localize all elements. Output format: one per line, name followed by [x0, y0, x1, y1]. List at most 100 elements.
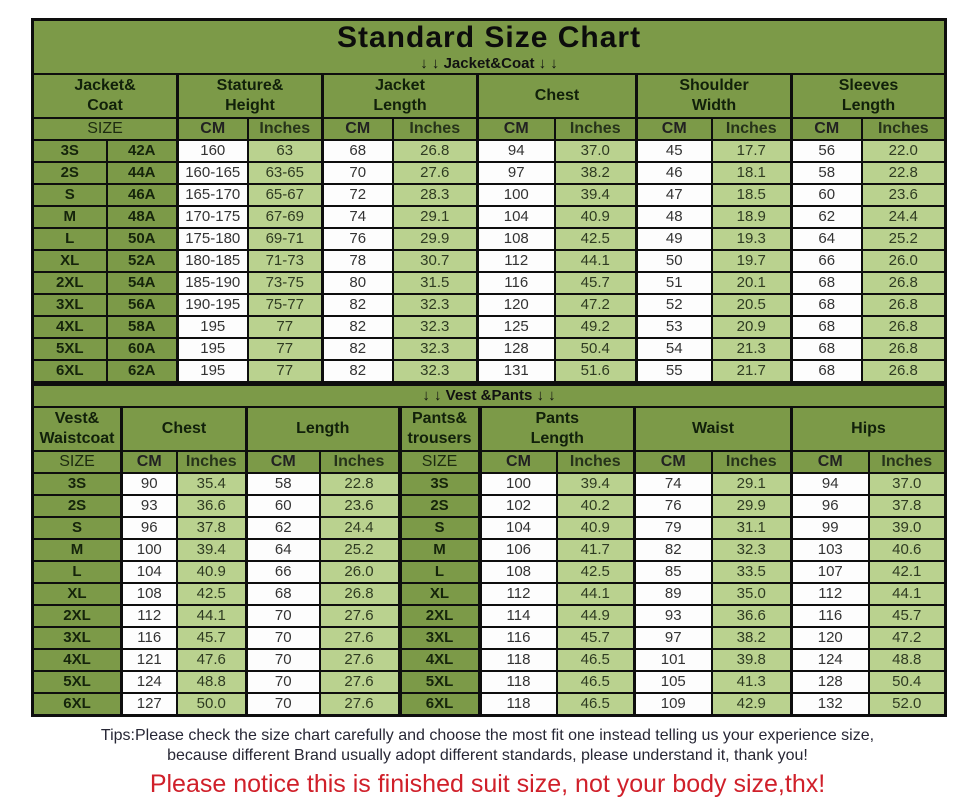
chest-inches-cell: 44.1	[175, 604, 248, 628]
vest-size-cell: L	[31, 560, 123, 584]
vest-size-cell: 4XL	[31, 648, 123, 672]
sleeves-inches-cell: 22.0	[860, 139, 947, 163]
chest-cm-cell: 124	[120, 670, 178, 694]
size-header: SIZE	[31, 117, 179, 141]
shoulder-inches-cell: 18.5	[710, 183, 793, 207]
jacket-length-inches-cell: 32.3	[391, 293, 479, 317]
chest-inches-cell: 47.6	[175, 648, 248, 672]
table-row: L 50A 175-180 69-71 76 29.9 108 42.5 49 …	[31, 227, 947, 251]
waist-inches-cell: 36.6	[710, 604, 793, 628]
size-cell: 2XL	[31, 271, 108, 295]
title-band: Standard Size Chart ↓ ↓ Jacket&Coat ↓ ↓	[31, 18, 947, 75]
pants-size-cell: S	[397, 516, 482, 540]
size-code-cell: 60A	[105, 337, 179, 361]
length-inches-cell: 27.6	[318, 670, 401, 694]
size-header: SIZE	[397, 450, 482, 474]
hips-inches-cell: 52.0	[867, 692, 947, 717]
pants-length-inches-cell: 42.5	[555, 560, 636, 584]
chest-inches-cell: 50.0	[175, 692, 248, 717]
sleeves-cm-cell: 60	[790, 183, 863, 207]
chest-cm-cell: 121	[120, 648, 178, 672]
col-group-length: Length	[245, 406, 401, 452]
stature-cm-cell: 190-195	[176, 293, 249, 317]
chest-cm-cell: 108	[120, 582, 178, 606]
pants-length-cm-cell: 108	[478, 560, 558, 584]
pants-length-inches-cell: 40.2	[555, 494, 636, 518]
pants-length-inches-cell: 44.9	[555, 604, 636, 628]
stature-inches-cell: 77	[246, 359, 324, 384]
size-cell: 6XL	[31, 359, 108, 384]
size-cell: S	[31, 183, 108, 207]
hips-inches-cell: 42.1	[867, 560, 947, 584]
pants-size-cell: 3XL	[397, 626, 482, 650]
waist-inches-cell: 42.9	[710, 692, 793, 717]
shoulder-cm-cell: 47	[635, 183, 713, 207]
tips-line-2: because different Brand usually adopt di…	[167, 747, 808, 764]
length-cm-cell: 70	[245, 604, 321, 628]
pants-length-cm-cell: 100	[478, 472, 558, 496]
sleeves-cm-cell: 58	[790, 161, 863, 185]
stature-inches-cell: 65-67	[246, 183, 324, 207]
pants-length-inches-cell: 44.1	[555, 582, 636, 606]
shoulder-cm-cell: 50	[635, 249, 713, 273]
table-row: 2XL 54A 185-190 73-75 80 31.5 116 45.7 5…	[31, 271, 947, 295]
pants-length-cm-cell: 116	[478, 626, 558, 650]
waist-inches-cell: 39.8	[710, 648, 793, 672]
inches-header: Inches	[710, 117, 793, 141]
chest-cm-cell: 112	[476, 249, 556, 273]
waist-inches-cell: 29.1	[710, 472, 793, 496]
stature-cm-cell: 165-170	[176, 183, 249, 207]
waist-cm-cell: 76	[633, 494, 713, 518]
table-row: M 48A 170-175 67-69 74 29.1 104 40.9 48 …	[31, 205, 947, 229]
chest-inches-cell: 36.6	[175, 494, 248, 518]
pants-length-inches-cell: 46.5	[555, 648, 636, 672]
length-inches-cell: 27.6	[318, 692, 401, 717]
jacket-table-body: 3S 42A 160 63 68 26.8 94 37.0 45 17.7 56…	[31, 139, 947, 384]
chest-cm-cell: 104	[120, 560, 178, 584]
sleeves-inches-cell: 22.8	[860, 161, 947, 185]
vest-size-cell: 6XL	[31, 692, 123, 717]
jacket-length-cm-cell: 80	[321, 271, 394, 295]
pants-length-cm-cell: 114	[478, 604, 558, 628]
chest-inches-cell: 39.4	[553, 183, 638, 207]
vest-size-cell: S	[31, 516, 123, 540]
inches-header: Inches	[391, 117, 479, 141]
jacket-coat-table: Standard Size Chart ↓ ↓ Jacket&Coat ↓ ↓ …	[31, 18, 948, 384]
chest-cm-cell: 108	[476, 227, 556, 251]
hips-inches-cell: 40.6	[867, 538, 947, 562]
inches-header: Inches	[553, 117, 638, 141]
length-cm-cell: 70	[245, 626, 321, 650]
jacket-length-cm-cell: 82	[321, 293, 394, 317]
inches-header: Inches	[710, 450, 793, 474]
hips-cm-cell: 116	[790, 604, 870, 628]
stature-cm-cell: 195	[176, 337, 249, 361]
inches-header: Inches	[246, 117, 324, 141]
sleeves-inches-cell: 24.4	[860, 205, 947, 229]
chest-cm-cell: 97	[476, 161, 556, 185]
size-cell: XL	[31, 249, 108, 273]
pants-length-cm-cell: 102	[478, 494, 558, 518]
cm-header: CM	[176, 117, 249, 141]
vest-size-cell: M	[31, 538, 123, 562]
table-row: XL 108 42.5 68 26.8 XL 112 44.1 89 35.0 …	[31, 582, 947, 606]
sleeves-cm-cell: 56	[790, 139, 863, 163]
cm-header: CM	[120, 450, 178, 474]
hips-inches-cell: 37.0	[867, 472, 947, 496]
chest-inches-cell: 37.8	[175, 516, 248, 540]
table-row: L 104 40.9 66 26.0 L 108 42.5 85 33.5 10…	[31, 560, 947, 584]
table-row: 5XL 60A 195 77 82 32.3 128 50.4 54 21.3 …	[31, 337, 947, 361]
sleeves-inches-cell: 26.8	[860, 315, 947, 339]
pants-length-cm-cell: 118	[478, 670, 558, 694]
jacket-length-inches-cell: 26.8	[391, 139, 479, 163]
size-code-cell: 42A	[105, 139, 179, 163]
col-group-jacket-length: Jacket Length	[321, 73, 479, 119]
chest-cm-cell: 131	[476, 359, 556, 384]
size-cell: M	[31, 205, 108, 229]
hips-cm-cell: 124	[790, 648, 870, 672]
vest-size-cell: 3S	[31, 472, 123, 496]
chest-inches-cell: 37.0	[553, 139, 638, 163]
jacket-length-cm-cell: 82	[321, 315, 394, 339]
pants-size-cell: 2S	[397, 494, 482, 518]
pants-size-cell: 5XL	[397, 670, 482, 694]
jacket-length-inches-cell: 27.6	[391, 161, 479, 185]
